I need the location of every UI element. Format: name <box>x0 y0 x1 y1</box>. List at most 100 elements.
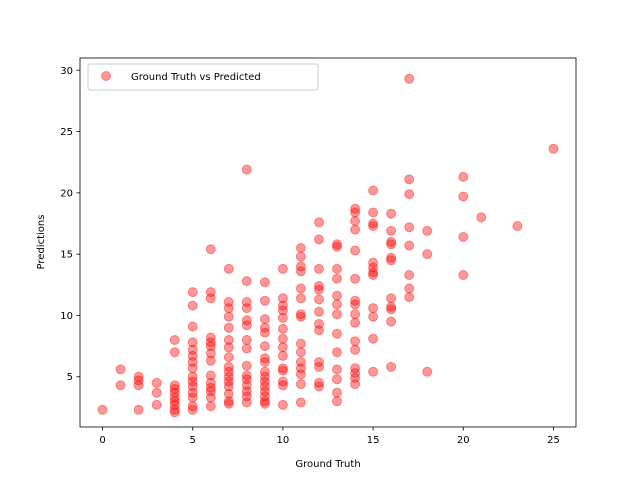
data-point <box>223 398 234 409</box>
data-point <box>512 221 523 231</box>
data-point <box>332 290 342 301</box>
data-point <box>241 335 252 345</box>
data-point <box>404 174 415 185</box>
data-point <box>187 287 198 298</box>
data-point <box>386 301 397 312</box>
data-point <box>350 368 361 379</box>
data-point <box>386 239 397 250</box>
data-point <box>187 337 198 348</box>
data-point <box>277 365 288 376</box>
data-point <box>314 377 324 388</box>
data-point <box>169 396 180 407</box>
data-point <box>295 347 306 358</box>
data-point <box>404 222 415 233</box>
data-point <box>259 386 270 397</box>
data-point <box>295 397 306 408</box>
data-point <box>277 380 288 391</box>
data-point <box>169 392 180 403</box>
data-point <box>314 294 324 305</box>
data-point <box>169 404 180 415</box>
y-axis-ticks: 5 10 15 20 25 30 <box>60 66 80 383</box>
data-point <box>332 263 342 274</box>
data-point <box>259 381 270 392</box>
data-point <box>241 380 252 391</box>
data-point <box>350 379 361 390</box>
data-point <box>458 171 469 182</box>
data-point <box>259 341 270 352</box>
x-tick-label: 20 <box>457 435 470 446</box>
data-point <box>295 243 306 253</box>
data-point <box>169 335 180 345</box>
data-point <box>241 343 252 354</box>
data-point <box>458 270 469 280</box>
data-point <box>187 404 198 415</box>
data-point <box>187 392 198 403</box>
y-axis-label: Predictions <box>36 215 47 270</box>
data-point <box>133 380 144 391</box>
data-point <box>368 303 379 314</box>
data-point <box>205 377 216 388</box>
data-point <box>404 189 415 200</box>
data-point <box>314 381 324 392</box>
data-point <box>205 401 216 412</box>
data-point <box>169 399 180 410</box>
data-point <box>350 309 361 320</box>
data-point <box>314 306 324 317</box>
data-point <box>386 304 397 315</box>
data-point <box>458 191 469 202</box>
data-point <box>241 276 252 287</box>
data-point <box>259 376 270 387</box>
data-point <box>386 252 397 263</box>
data-point <box>205 341 216 352</box>
data-point <box>422 249 433 260</box>
data-point <box>259 295 270 306</box>
data-point <box>259 314 270 325</box>
data-point <box>259 322 270 333</box>
data-point <box>205 392 216 403</box>
data-point <box>386 293 397 304</box>
data-point <box>151 387 162 398</box>
data-point <box>295 266 306 277</box>
plot-frame <box>79 57 577 428</box>
data-point <box>259 366 270 377</box>
data-point <box>169 387 180 398</box>
data-point <box>205 348 216 359</box>
data-point <box>386 225 397 236</box>
data-point <box>386 255 397 266</box>
data-point <box>368 262 379 273</box>
data-point <box>350 336 361 347</box>
data-point <box>295 251 306 262</box>
data-point <box>350 245 361 256</box>
data-point <box>350 363 361 374</box>
data-point <box>205 386 216 397</box>
data-point <box>223 388 234 399</box>
data-point <box>332 347 342 358</box>
data-point <box>368 366 379 377</box>
data-point <box>205 332 216 343</box>
y-tick-label: 5 <box>67 372 73 383</box>
data-point <box>187 321 198 332</box>
data-point <box>223 342 234 353</box>
data-point <box>277 263 288 274</box>
data-point <box>187 363 198 374</box>
data-point <box>169 380 180 391</box>
data-point <box>295 363 306 374</box>
data-point <box>314 217 324 228</box>
data-point <box>422 366 433 377</box>
data-point <box>205 382 216 393</box>
data-point <box>223 263 234 274</box>
data-point <box>295 338 306 349</box>
data-point <box>314 361 324 372</box>
data-point <box>241 164 252 175</box>
data-point <box>241 303 252 314</box>
data-point <box>332 387 342 398</box>
data-point <box>223 371 234 382</box>
data-point <box>350 373 361 383</box>
data-point <box>277 363 288 374</box>
data-point <box>97 404 108 415</box>
data-point <box>187 371 198 382</box>
data-point <box>277 312 288 323</box>
data-point <box>386 208 397 219</box>
data-point <box>368 218 379 229</box>
data-point <box>386 361 397 372</box>
